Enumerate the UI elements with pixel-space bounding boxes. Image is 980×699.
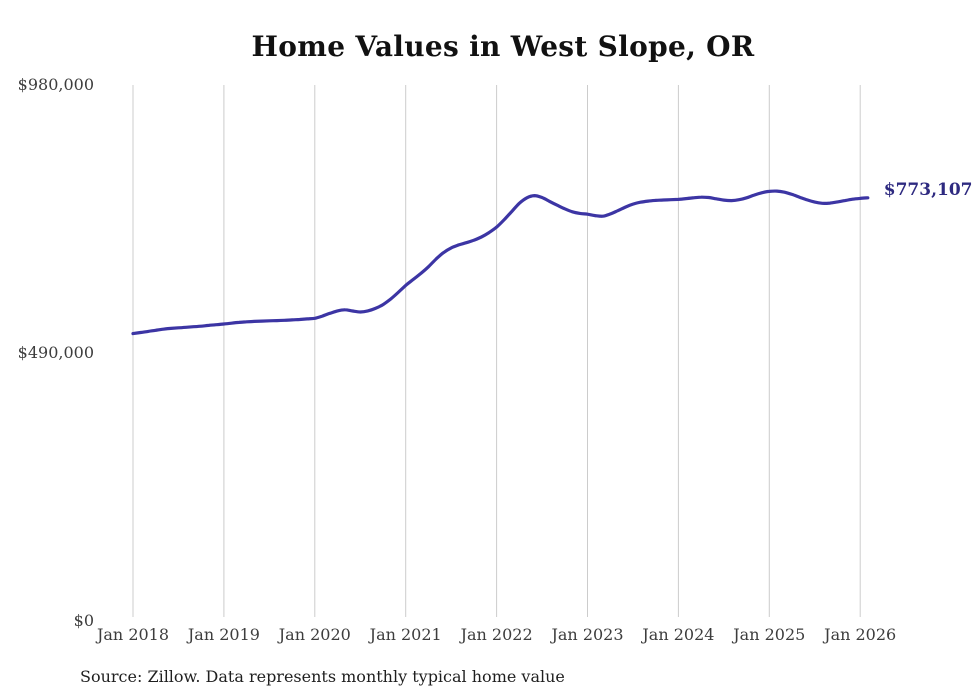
x-tick-label-jan-2023: Jan 2023 (551, 625, 624, 644)
y-tick-label-980000: $980,000 (17, 74, 94, 94)
y-tick-label-0: $0 (73, 611, 94, 630)
x-tick-label-jan-2021: Jan 2021 (369, 625, 442, 644)
vertical-gridlines (132, 85, 861, 617)
x-tick-label-jan-2018: Jan 2018 (96, 625, 170, 644)
home-value-line-series (131, 189, 870, 336)
x-tick-label-jan-2026: Jan 2026 (824, 625, 897, 644)
latest-value-label: $773,107 (883, 180, 973, 201)
y-tick-label-490000: $490,000 (17, 342, 94, 362)
x-tick-label-jan-2024: Jan 2024 (642, 625, 715, 644)
x-tick-label-jan-2020: Jan 2020 (278, 625, 351, 644)
chart-title: Home Values in West Slope, OR (251, 30, 755, 63)
x-tick-label-jan-2022: Jan 2022 (460, 625, 533, 644)
x-tick-label-jan-2025: Jan 2025 (733, 625, 806, 644)
x-tick-label-jan-2019: Jan 2019 (187, 625, 260, 644)
source-note: Source: Zillow. Data represents monthly … (80, 667, 565, 686)
